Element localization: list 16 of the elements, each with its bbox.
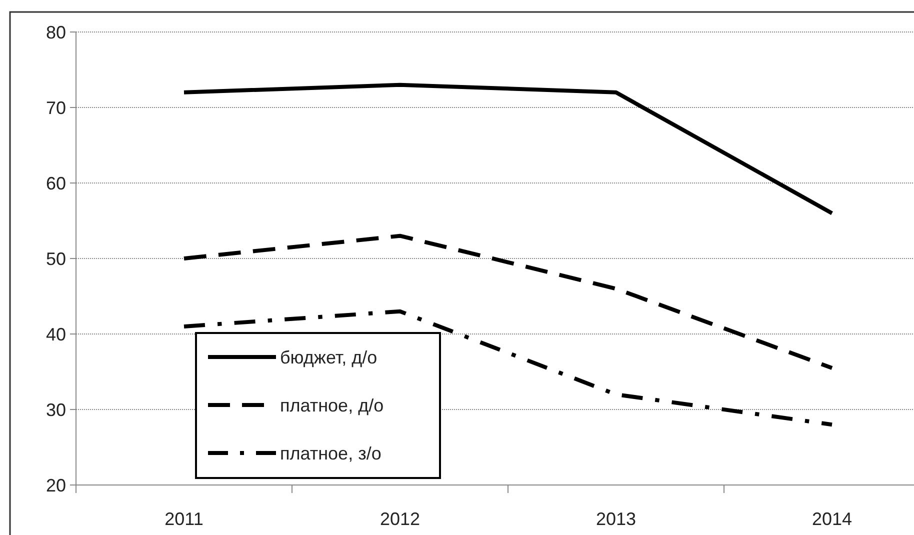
x-tick-label: 2013 xyxy=(596,509,636,529)
x-tick-label: 2011 xyxy=(164,509,204,529)
legend-label: платное, з/о xyxy=(280,443,382,464)
line-series xyxy=(182,234,834,370)
y-tick-label: 20 xyxy=(46,475,66,496)
y-tick-label: 40 xyxy=(46,324,66,344)
line-series xyxy=(182,309,834,427)
legend-label: платное, д/о xyxy=(280,395,384,416)
legend-label: бюджет, д/о xyxy=(280,347,378,368)
y-tick-label: 70 xyxy=(46,98,66,118)
y-tick-label: 30 xyxy=(46,400,66,420)
y-tick-label: 80 xyxy=(46,22,66,42)
x-tick-label: 2012 xyxy=(380,509,420,529)
y-tick-label: 50 xyxy=(46,248,66,269)
x-tick-label: 2014 xyxy=(812,509,852,529)
y-tick-label: 60 xyxy=(46,173,66,194)
